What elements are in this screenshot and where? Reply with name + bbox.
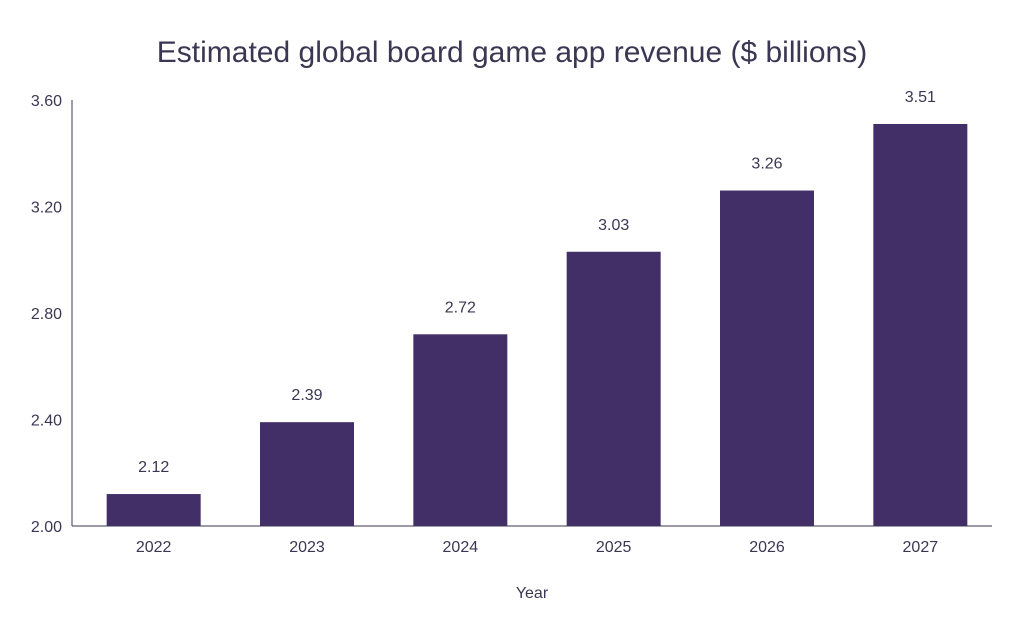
x-axis-ticks: 2022 2023 2024 2025 2026 2027 xyxy=(136,539,938,556)
x-tick-label: 2027 xyxy=(903,539,939,556)
x-axis-label: Year xyxy=(516,585,549,602)
bar-2023 xyxy=(260,422,354,526)
bar-2022 xyxy=(106,494,201,526)
x-tick-label: 2022 xyxy=(136,539,172,556)
x-tick-label: 2023 xyxy=(289,539,325,556)
y-tick-label: 3.20 xyxy=(31,200,62,217)
bar-2025 xyxy=(566,251,661,526)
bar-2027 xyxy=(873,123,968,527)
data-label-2026: 3.26 xyxy=(751,156,782,173)
data-labels: 2.12 2.39 2.72 3.03 3.26 3.51 xyxy=(138,89,936,476)
x-tick-label: 2026 xyxy=(749,539,785,556)
chart-title: Estimated global board game app revenue … xyxy=(157,36,867,69)
bar-2024 xyxy=(413,334,508,526)
y-tick-label: 2.00 xyxy=(31,519,62,536)
data-label-2024: 2.72 xyxy=(445,299,476,316)
y-tick-label: 2.80 xyxy=(31,306,62,323)
data-label-2027: 3.51 xyxy=(905,89,936,106)
data-label-2023: 2.39 xyxy=(291,387,322,404)
y-tick-label: 2.40 xyxy=(31,413,62,430)
x-tick-label: 2024 xyxy=(443,539,479,556)
bar-2026 xyxy=(720,190,814,526)
bars xyxy=(106,123,968,527)
data-label-2025: 3.03 xyxy=(598,217,629,234)
data-label-2022: 2.12 xyxy=(138,459,169,476)
y-tick-label: 3.60 xyxy=(31,93,62,110)
y-axis-ticks: 2.00 2.40 2.80 3.20 3.60 xyxy=(31,93,62,536)
x-tick-label: 2025 xyxy=(596,539,632,556)
